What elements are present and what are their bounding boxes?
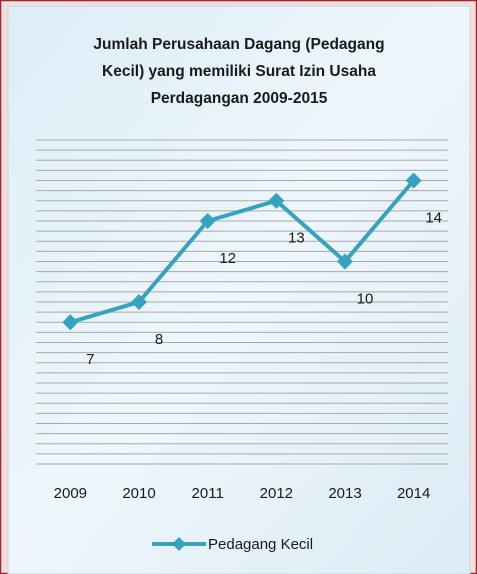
x-tick-label: 2011: [192, 485, 224, 502]
x-tick-label: 2014: [397, 485, 430, 502]
marker: [62, 314, 79, 331]
legend-marker: [172, 537, 186, 551]
x-tick-label: 2013: [328, 485, 361, 502]
marker: [405, 172, 422, 189]
chart-title: Perdagangan 2009-2015: [151, 90, 328, 107]
data-label: 10: [357, 290, 374, 307]
line: [69, 179, 416, 325]
chart-title: Jumlah Perusahaan Dagang (Pedagang: [93, 36, 384, 53]
marker: [337, 253, 353, 270]
data-label: 7: [86, 351, 94, 368]
marker: [199, 213, 216, 229]
x-tick-label: 2012: [260, 485, 293, 502]
x-tick-label: 2009: [54, 485, 87, 502]
legend-label: Pedagang Kecil: [208, 536, 313, 553]
data-label: 8: [155, 331, 163, 348]
marker: [131, 294, 147, 310]
chart-title: Kecil) yang memiliki Surat Izin Usaha: [102, 63, 376, 80]
data-label: 12: [219, 250, 236, 267]
marker: [268, 192, 285, 209]
data-label: 14: [425, 209, 442, 226]
data-label: 13: [288, 230, 305, 247]
chart-panel: [7, 5, 471, 574]
x-tick-label: 2010: [122, 485, 155, 502]
